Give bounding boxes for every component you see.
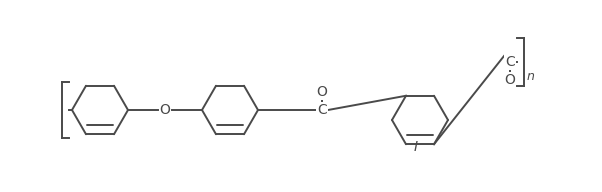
Text: O: O bbox=[160, 103, 170, 117]
Text: C: C bbox=[317, 103, 327, 117]
Text: n: n bbox=[527, 70, 535, 83]
Text: C: C bbox=[505, 55, 515, 69]
Text: O: O bbox=[317, 85, 327, 99]
Text: I: I bbox=[414, 140, 418, 154]
Text: O: O bbox=[504, 73, 515, 87]
